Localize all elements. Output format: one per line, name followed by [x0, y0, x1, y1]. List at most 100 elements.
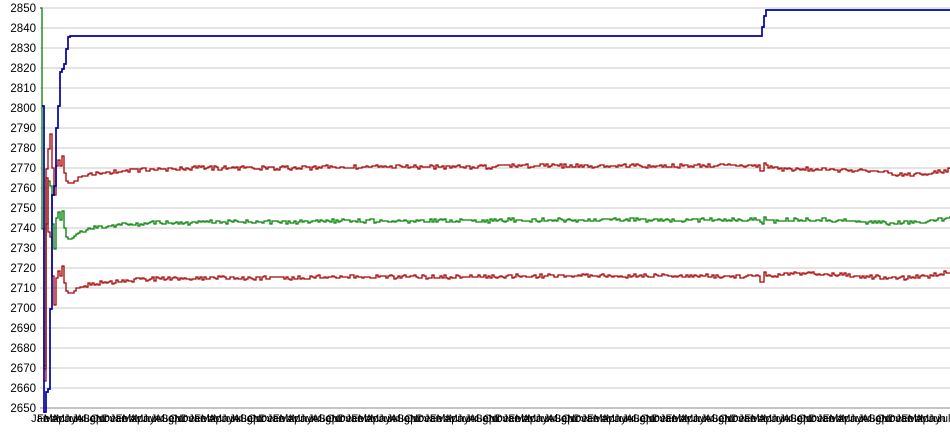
x-tick-label: Nov	[331, 413, 351, 425]
x-tick-label: Apr	[444, 413, 461, 425]
x-axis-tick-labels: JanFebMarAprMayJunJulAugSepOctNovDecJanF…	[31, 413, 950, 425]
y-tick-label: 2700	[10, 303, 36, 315]
x-tick-label: May	[841, 413, 862, 425]
x-tick-label: Jul	[544, 413, 558, 425]
upper-red-line	[44, 133, 950, 370]
x-tick-label: Sep	[790, 413, 810, 425]
x-tick-label: Aug	[862, 413, 882, 425]
x-tick-label: Oct	[247, 413, 264, 425]
y-tick-label: 2660	[10, 383, 36, 395]
x-tick-label: Oct	[90, 413, 107, 425]
green-mid-line	[40, 7, 950, 367]
x-tick-label: Nov	[803, 413, 823, 425]
x-tick-label: Oct	[483, 413, 500, 425]
x-tick-label: Jan	[895, 413, 913, 425]
x-tick-label: Apr	[522, 413, 539, 425]
x-tick-label: Sep	[83, 413, 103, 425]
x-tick-label: Jul	[151, 413, 165, 425]
x-tick-label: Nov	[724, 413, 744, 425]
x-tick-label: Jun	[928, 413, 946, 425]
x-tick-label: Jun	[300, 413, 318, 425]
x-tick-label: May	[134, 413, 155, 425]
x-tick-label: Nov	[881, 413, 901, 425]
x-tick-label: Oct	[562, 413, 579, 425]
lower-red-line	[44, 177, 950, 382]
x-tick-label: Apr	[365, 413, 382, 425]
y-tick-label: 2760	[10, 183, 36, 195]
x-tick-label: Mar	[515, 413, 534, 425]
x-tick-label: Aug	[390, 413, 410, 425]
x-tick-label: Mar	[594, 413, 613, 425]
x-tick-label: Jan	[738, 413, 756, 425]
x-tick-label: Jan	[188, 413, 206, 425]
x-tick-label: Feb	[194, 413, 213, 425]
x-tick-label: Nov	[567, 413, 587, 425]
x-tick-label: Jan	[817, 413, 835, 425]
x-tick-label: Dec	[809, 413, 829, 425]
x-tick-label: Feb	[273, 413, 292, 425]
x-tick-label: Mar	[908, 413, 927, 425]
x-tick-label: Feb	[430, 413, 449, 425]
x-tick-label: Apr	[837, 413, 854, 425]
x-tick-label: Apr	[287, 413, 304, 425]
x-tick-label: Aug	[783, 413, 803, 425]
y-tick-label: 2820	[10, 63, 36, 75]
x-tick-label: Mar	[279, 413, 298, 425]
x-tick-label: Nov	[410, 413, 430, 425]
x-tick-label: Jul	[465, 413, 479, 425]
x-tick-label: Apr	[915, 413, 932, 425]
x-tick-label: Feb	[116, 413, 135, 425]
x-tick-label: Apr	[758, 413, 775, 425]
y-tick-label: 2740	[10, 223, 36, 235]
y-tick-label: 2790	[10, 123, 36, 135]
x-tick-label: Feb	[37, 413, 56, 425]
x-tick-label: Sep	[868, 413, 888, 425]
x-tick-label: Jun	[771, 413, 789, 425]
x-tick-label: Dec	[259, 413, 279, 425]
y-tick-label: 2690	[10, 323, 36, 335]
x-tick-label: Jun	[378, 413, 396, 425]
x-tick-label: Oct	[405, 413, 422, 425]
x-tick-label: Sep	[475, 413, 495, 425]
x-tick-label: Aug	[705, 413, 725, 425]
x-tick-label: Jun	[849, 413, 867, 425]
x-tick-label: Dec	[888, 413, 908, 425]
x-tick-label: Sep	[633, 413, 653, 425]
x-tick-label: Jun	[457, 413, 475, 425]
x-tick-label: Nov	[646, 413, 666, 425]
y-tick-label: 2720	[10, 263, 36, 275]
x-tick-label: May	[684, 413, 705, 425]
x-tick-label: Nov	[174, 413, 194, 425]
x-tick-label: Sep	[161, 413, 181, 425]
x-tick-label: Apr	[601, 413, 618, 425]
x-tick-label: Jan	[110, 413, 128, 425]
data-series	[40, 7, 950, 413]
x-tick-label: Jun	[142, 413, 160, 425]
y-tick-label: 2800	[10, 103, 36, 115]
y-tick-label: 2830	[10, 43, 36, 55]
x-tick-label: Aug	[469, 413, 489, 425]
x-tick-label: Mar	[44, 413, 63, 425]
x-tick-label: Mar	[358, 413, 377, 425]
x-tick-label: Jul	[858, 413, 872, 425]
x-tick-label: Mar	[751, 413, 770, 425]
y-tick-label: 2780	[10, 143, 36, 155]
x-tick-label: Aug	[626, 413, 646, 425]
x-tick-label: Jan	[502, 413, 520, 425]
x-tick-label: Aug	[233, 413, 253, 425]
x-tick-label: Jul	[701, 413, 715, 425]
x-tick-label: Dec	[574, 413, 594, 425]
x-tick-label: Oct	[797, 413, 814, 425]
x-tick-label: Jun	[614, 413, 632, 425]
y-tick-label: 2710	[10, 283, 36, 295]
x-tick-label: Feb	[351, 413, 370, 425]
x-tick-label: Mar	[436, 413, 455, 425]
x-tick-label: Feb	[823, 413, 842, 425]
x-tick-label: May	[56, 413, 77, 425]
x-tick-label: Sep	[711, 413, 731, 425]
x-tick-label: Jul	[936, 413, 950, 425]
x-tick-label: Jul	[622, 413, 636, 425]
y-tick-label: 2810	[10, 83, 36, 95]
x-tick-label: Aug	[155, 413, 175, 425]
